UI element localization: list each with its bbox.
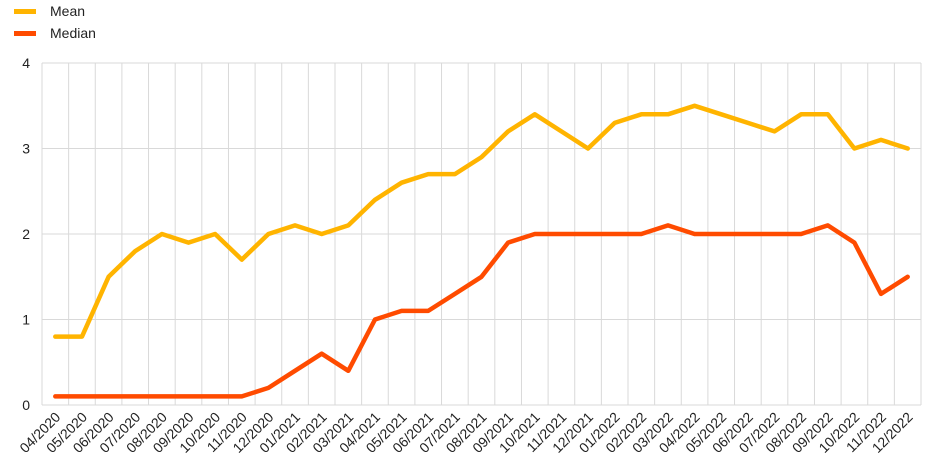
series-lines	[53, 103, 910, 399]
y-tick-label: 3	[22, 141, 30, 157]
legend-item-mean: Mean	[14, 0, 96, 22]
legend-label-median: Median	[50, 25, 96, 41]
legend-swatch-median	[14, 30, 36, 36]
legend-item-median: Median	[14, 22, 96, 44]
y-tick-label: 2	[22, 226, 30, 242]
series-line-median	[53, 223, 910, 399]
legend-swatch-mean	[14, 8, 36, 14]
legend-label-mean: Mean	[50, 3, 86, 19]
series-line-mean	[53, 103, 910, 339]
x-axis-ticks: 04/202005/202006/202007/202008/202009/20…	[16, 409, 916, 456]
y-axis-ticks: 0 1 2 3 4	[22, 55, 30, 413]
y-tick-label: 1	[22, 312, 30, 328]
legend: Mean Median	[14, 0, 96, 44]
y-tick-label: 4	[22, 55, 30, 71]
y-tick-label: 0	[22, 397, 30, 413]
